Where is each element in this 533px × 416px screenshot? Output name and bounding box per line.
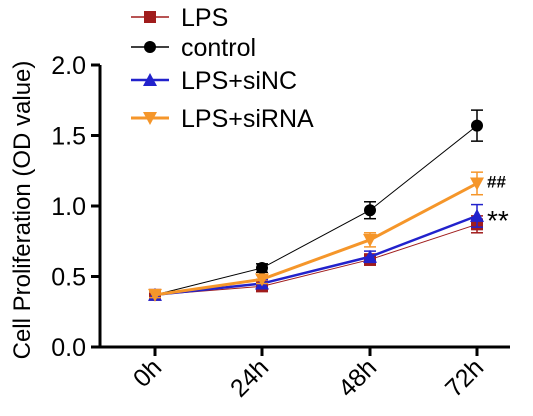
data-point <box>364 204 376 217</box>
series-layer <box>148 109 484 302</box>
data-point <box>363 249 377 263</box>
legend-item: LPS+siRNA <box>131 105 314 133</box>
series-lps-sinc <box>148 203 484 301</box>
x-tick-label: 72h <box>440 353 489 402</box>
series-line <box>154 223 478 296</box>
x-tick-label: 24h <box>225 353 274 402</box>
legend-item: LPS+siNC <box>131 67 297 95</box>
x-tick-label: 48h <box>333 353 382 402</box>
legend-marker <box>144 41 156 53</box>
series-line <box>154 214 478 297</box>
data-point <box>148 288 162 302</box>
legend-marker <box>144 11 156 23</box>
legend-marker <box>143 112 157 125</box>
x-tick-label: 0h <box>128 353 167 392</box>
legend-item: LPS <box>131 4 228 32</box>
series-line <box>154 182 478 297</box>
annotation-layer: ## ** <box>487 172 509 235</box>
significance-mark: ** <box>487 205 509 236</box>
legend-label: control <box>181 34 256 62</box>
y-tick-label: 2.0 <box>51 52 86 80</box>
series-line <box>154 125 478 296</box>
data-point <box>471 119 483 132</box>
legend-label: LPS <box>181 4 228 32</box>
y-tick-label: 1.0 <box>51 193 86 221</box>
legend-label: LPS+siNC <box>181 67 297 95</box>
data-point <box>470 177 484 191</box>
significance-mark: ## <box>487 172 506 191</box>
y-tick-label: 0.5 <box>51 264 86 292</box>
data-point <box>363 233 377 247</box>
data-point <box>470 208 484 222</box>
y-tick-label: 0.0 <box>51 334 86 362</box>
data-point <box>255 273 269 287</box>
legend-item: control <box>131 34 256 62</box>
y-tick-label: 1.5 <box>51 123 86 151</box>
series-lps-sirna <box>148 171 484 302</box>
legend-label: LPS+siRNA <box>181 105 314 133</box>
data-point <box>256 262 268 275</box>
y-axis-label: Cell Proliferation (OD value) <box>9 61 36 360</box>
legend-marker <box>143 73 157 86</box>
